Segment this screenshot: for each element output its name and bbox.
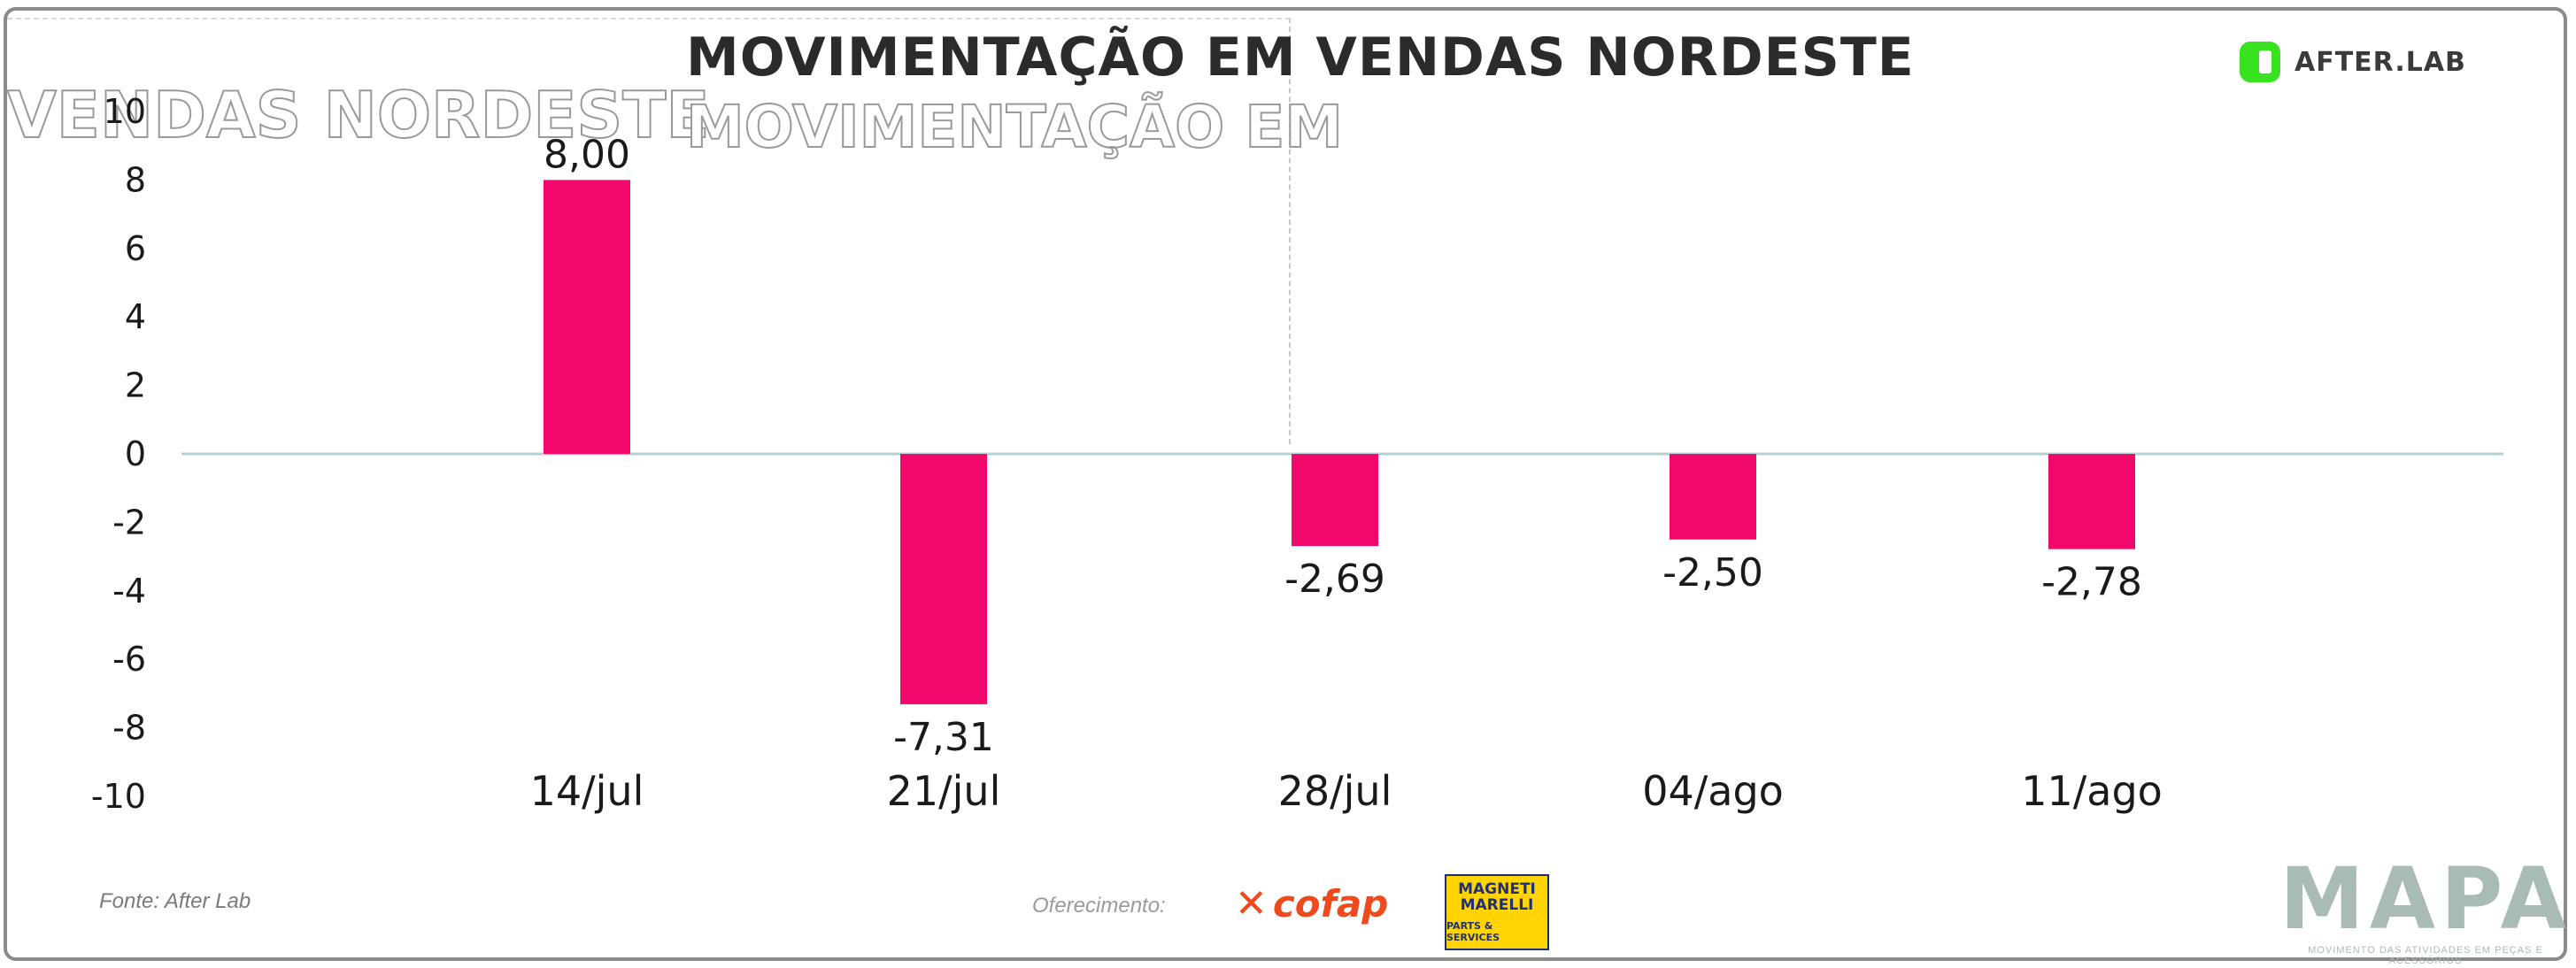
x-axis-categories: 14/jul 21/jul 28/jul 04/ago 11/ago	[530, 767, 2163, 815]
magneti-line2: MARELLI	[1460, 896, 1534, 914]
y-tick-label: 10	[104, 92, 146, 131]
bar	[544, 180, 630, 454]
mapa-logo: MAPA MOVIMENTO DAS ATIVIDADES EM PEÇAS E…	[2275, 857, 2576, 966]
y-axis-ticks: 10 8 6 4 2 0 -2 -4 -6 -8 -10	[91, 92, 146, 816]
x-category-label: 14/jul	[530, 767, 644, 815]
y-tick-label: 4	[125, 297, 146, 336]
data-label: -2,69	[1284, 557, 1385, 602]
cofap-logo: ✕ cofap	[1235, 881, 1388, 926]
y-tick-label: -4	[112, 572, 146, 611]
afterlab-logo-icon	[2240, 42, 2280, 82]
bar	[1670, 454, 1756, 540]
x-category-label: 11/ago	[2021, 767, 2163, 815]
mapa-tagline: MOVIMENTO DAS ATIVIDADES EM PEÇAS E ACES…	[2308, 945, 2543, 966]
data-labels-group: 8,00 -7,31 -2,69 -2,50 -2,78	[544, 132, 2142, 759]
bar	[2048, 454, 2135, 549]
mapa-logo-text: MAPA	[2279, 849, 2572, 949]
y-tick-label: 6	[125, 229, 146, 268]
y-tick-label: 2	[125, 366, 146, 405]
bars-group	[544, 180, 2135, 704]
ghost-overlay-box	[7, 18, 1291, 444]
y-tick-label: -8	[112, 709, 146, 748]
chart-title: MOVIMENTAÇÃO EM VENDAS NORDESTE	[686, 27, 1915, 88]
magneti-line1: MAGNETI	[1458, 880, 1536, 898]
magneti-marelli-logo: MAGNETI MARELLI PARTS & SERVICES	[1445, 874, 1549, 950]
sponsor-label: Oferecimento:	[1032, 894, 1166, 918]
afterlab-logo-text: AFTER.LAB	[2294, 46, 2466, 78]
ghost-title-left: VENDAS NORDESTE	[6, 77, 711, 153]
x-category-label: 21/jul	[887, 767, 1001, 815]
data-label: -7,31	[893, 715, 994, 760]
data-label: -2,78	[2041, 560, 2142, 605]
x-category-label: 28/jul	[1278, 767, 1392, 815]
cofap-logo-text: cofap	[1272, 882, 1389, 926]
y-tick-label: -6	[112, 640, 146, 679]
data-label: 8,00	[544, 132, 630, 177]
cofap-logo-icon: ✕	[1235, 881, 1268, 926]
y-tick-label: 0	[125, 434, 146, 473]
y-tick-label: 8	[125, 160, 146, 199]
data-label: -2,50	[1662, 550, 1763, 595]
bar	[1292, 454, 1378, 547]
x-category-label: 04/ago	[1642, 767, 1784, 815]
bar	[900, 454, 987, 704]
ghost-title-mid: MOVIMENTAÇÃO EM	[685, 92, 1344, 162]
y-tick-label: -2	[112, 503, 146, 542]
magneti-line3: PARTS & SERVICES	[1446, 920, 1500, 943]
source-note: Fonte: After Lab	[99, 889, 251, 913]
y-tick-label: -10	[91, 777, 146, 816]
chart-frame	[4, 7, 2567, 961]
afterlab-logo: AFTER.LAB	[2240, 37, 2466, 87]
